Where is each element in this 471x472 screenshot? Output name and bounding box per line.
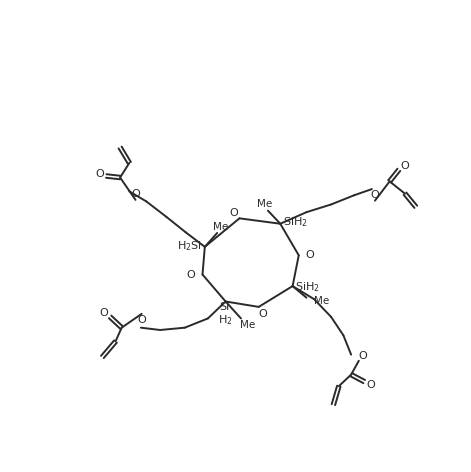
Text: O: O [96,169,105,179]
Text: Me: Me [257,200,273,210]
Text: O: O [258,309,267,319]
Text: H$_2$Si: H$_2$Si [177,239,202,253]
Text: O: O [131,189,140,199]
Text: O: O [306,250,315,260]
Text: O: O [187,270,195,279]
Text: O: O [366,379,375,390]
Text: SiH$_2$: SiH$_2$ [283,215,308,229]
Text: Me: Me [240,320,255,329]
Text: O: O [401,161,409,171]
Text: SiH$_2$: SiH$_2$ [295,280,320,294]
Text: Si
H$_2$: Si H$_2$ [218,302,232,328]
Text: O: O [138,315,146,325]
Text: O: O [230,208,238,218]
Text: Me: Me [314,296,329,306]
Text: Me: Me [212,222,228,232]
Text: O: O [359,351,367,361]
Text: O: O [371,190,379,200]
Text: O: O [99,308,108,318]
